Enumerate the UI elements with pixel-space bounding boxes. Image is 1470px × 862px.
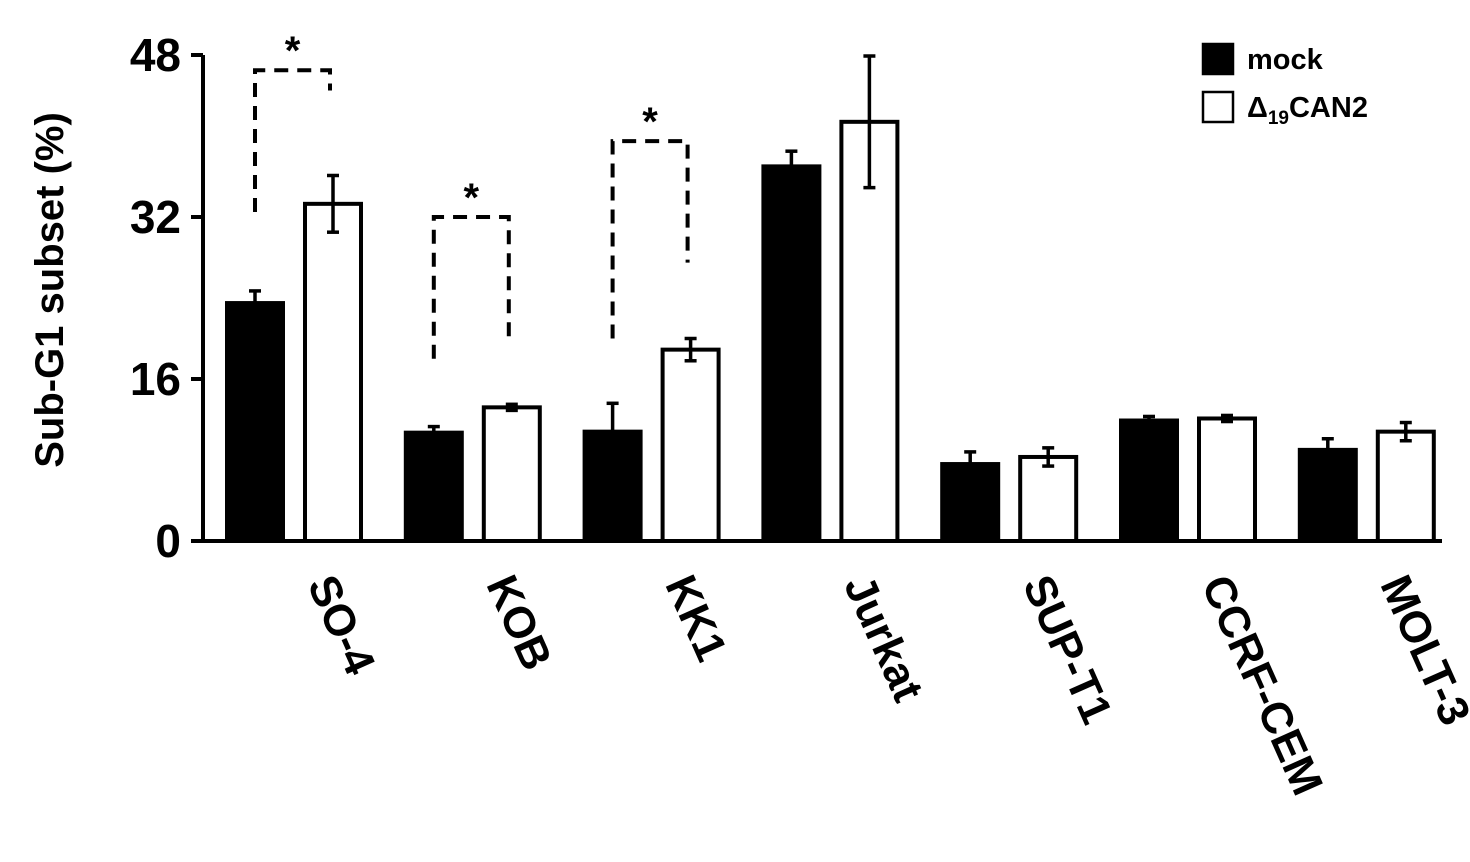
legend-label-part: Δ (1247, 92, 1268, 124)
legend-label-part: CAN2 (1289, 92, 1368, 124)
significance-bracket (253, 68, 332, 212)
x-category-label: CCRF-CEM (1192, 568, 1332, 802)
significance-star: * (464, 176, 480, 220)
legend-label-subscript: 19 (1268, 108, 1289, 129)
legend-label: Δ19CAN2 (1247, 92, 1368, 129)
bar-delta19can2 (1018, 454, 1079, 543)
bar-mock (1297, 447, 1358, 543)
bar-mock (761, 164, 822, 543)
significance-group: * * * (253, 29, 690, 359)
significance-star: * (642, 100, 658, 144)
significance-bracket (431, 215, 511, 359)
bar-mock (403, 430, 464, 544)
y-tick-label: 32 (130, 191, 181, 243)
bar-delta19can2 (1375, 429, 1436, 543)
x-category-label: SO-4 (298, 568, 385, 682)
y-tick-label: 16 (130, 353, 181, 405)
x-category-label: Jurkat (834, 568, 933, 709)
bar-delta19can2 (303, 201, 363, 543)
bar-delta19can2 (481, 405, 542, 543)
x-category-label: SUP-T1 (1013, 568, 1121, 731)
y-axis-title: Sub-G1 subset (%) (28, 112, 72, 468)
x-category-label: KOB (477, 568, 562, 677)
bars-group (225, 54, 1436, 544)
x-labels-group: SO-4 KOB KK1 Jurkat SUP-T1 CCRF-CEM MOLT-3 (298, 568, 1470, 802)
bar-delta19can2 (839, 119, 900, 543)
bar-mock (1119, 418, 1179, 544)
significance-bracket (610, 139, 690, 339)
legend-swatch (1201, 42, 1235, 76)
legend: mock Δ19CAN2 (1201, 42, 1368, 129)
y-tick-label: 0 (155, 515, 181, 567)
x-category-label: KK1 (655, 568, 736, 668)
bar-mock (225, 301, 285, 543)
bar-delta19can2 (1197, 416, 1257, 543)
x-category-label: MOLT-3 (1371, 568, 1470, 732)
y-tick-label: 48 (130, 29, 181, 81)
legend-swatch (1201, 90, 1235, 124)
significance-star: * (285, 29, 301, 73)
legend-label: mock (1247, 44, 1324, 76)
bar-delta19can2 (660, 347, 721, 544)
